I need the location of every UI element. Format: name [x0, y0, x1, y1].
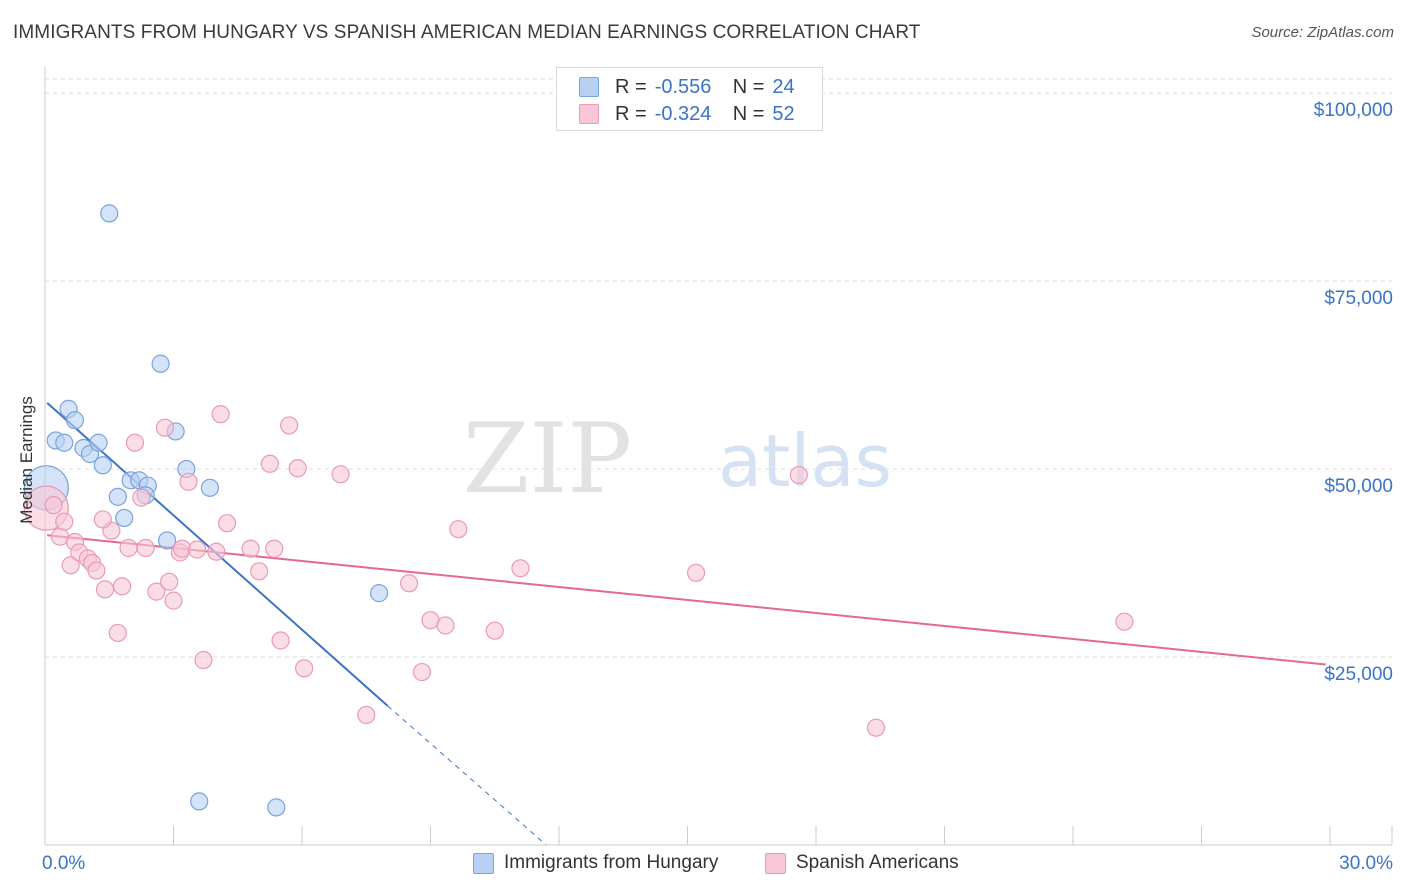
point-spanish — [412, 662, 432, 682]
watermark-atlas: atlas — [718, 419, 892, 503]
point-spanish — [789, 465, 808, 485]
trend-line-spanish — [47, 534, 1326, 666]
legend-row-spanish: R = -0.324 N = 52 — [579, 102, 795, 126]
point-spanish — [55, 512, 74, 531]
point-spanish — [436, 616, 455, 635]
y-tick-label: $100,000 — [1314, 100, 1393, 121]
point-spanish — [211, 405, 230, 424]
y-axis-label: Median Earnings — [17, 396, 36, 524]
legend-swatch-hungary — [579, 77, 599, 97]
y-tick-label: $25,000 — [1324, 664, 1393, 685]
point-spanish — [331, 465, 350, 484]
point-spanish — [155, 418, 175, 437]
point-spanish — [44, 496, 63, 515]
point-hungary — [55, 433, 74, 452]
point-hungary — [151, 354, 170, 373]
trend-extension-hungary — [387, 705, 547, 846]
grid-lines — [45, 78, 1392, 658]
series-label-hungary: Immigrants from Hungary — [504, 852, 719, 873]
watermark-zip: ZIP — [463, 403, 632, 515]
point-spanish — [357, 705, 376, 725]
point-spanish — [288, 459, 307, 478]
chart-title: IMMIGRANTS FROM HUNGARY VS SPANISH AMERI… — [13, 22, 921, 43]
point-hungary — [157, 531, 177, 550]
point-spanish — [108, 623, 127, 643]
point-spanish — [250, 562, 269, 581]
point-hungary — [93, 456, 112, 475]
legend-row-hungary: R = -0.556 N = 24 — [579, 75, 795, 99]
source-label: Source: ZipAtlas.com — [1251, 24, 1394, 41]
series-swatch-hungary — [473, 852, 494, 874]
legend-swatch-spanish — [579, 104, 599, 124]
series-legend-hungary[interactable]: Immigrants from Hungary — [473, 852, 718, 874]
point-spanish — [271, 631, 290, 650]
point-hungary — [100, 204, 119, 223]
point-spanish — [280, 416, 299, 435]
legend-r-value-hungary: -0.556 — [654, 75, 712, 98]
y-tick-label: $75,000 — [1324, 288, 1393, 309]
legend-r-label: R = — [615, 102, 647, 125]
series-legend-spanish[interactable]: Spanish Americans — [765, 852, 959, 874]
point-spanish — [485, 621, 504, 640]
legend-r-label: R = — [615, 75, 647, 98]
legend-n-label: N = — [732, 75, 765, 98]
legend-n-value-hungary: 24 — [772, 75, 795, 98]
point-spanish — [125, 433, 145, 452]
legend-n-label: N = — [732, 102, 765, 125]
point-spanish — [686, 563, 706, 582]
point-hungary — [370, 584, 389, 603]
point-spanish — [260, 454, 279, 473]
point-spanish — [119, 538, 138, 558]
correlation-legend: R = -0.556 N = 24 R = -0.324 N = 52 — [556, 67, 823, 131]
x-tick-label-right: 30.0% — [1339, 853, 1393, 874]
point-spanish — [187, 540, 207, 559]
axes — [44, 67, 1393, 846]
point-spanish — [241, 539, 260, 558]
point-spanish — [265, 539, 284, 558]
series-label-spanish: Spanish Americans — [796, 852, 959, 873]
point-spanish — [217, 514, 237, 533]
point-hungary — [89, 433, 108, 452]
tick-labels: $25,000 $50,000 $75,000 $100,000 0.0% 30.0% — [42, 100, 1393, 874]
point-spanish — [1115, 612, 1134, 631]
point-spanish — [132, 488, 151, 507]
point-spanish — [449, 520, 468, 539]
point-spanish — [160, 572, 179, 591]
data-points — [23, 204, 1134, 817]
point-spanish — [164, 591, 183, 610]
point-spanish — [399, 574, 419, 593]
point-spanish — [147, 582, 166, 601]
point-hungary — [200, 478, 220, 497]
y-tick-label: $50,000 — [1324, 476, 1393, 497]
point-hungary — [108, 487, 127, 506]
point-spanish — [112, 577, 132, 596]
point-spanish — [207, 542, 226, 561]
point-spanish — [61, 556, 80, 575]
point-spanish — [295, 659, 314, 678]
point-hungary — [267, 798, 286, 817]
point-spanish — [866, 718, 886, 737]
point-hungary — [65, 411, 85, 430]
watermark: ZIP atlas — [463, 403, 892, 515]
point-spanish — [95, 580, 115, 599]
series-swatch-spanish — [765, 852, 786, 874]
point-spanish — [194, 650, 213, 670]
point-hungary — [115, 508, 134, 528]
point-spanish — [511, 559, 530, 578]
legend-n-value-spanish: 52 — [772, 102, 795, 125]
point-spanish — [136, 538, 155, 558]
point-hungary — [190, 792, 209, 811]
point-spanish — [179, 472, 198, 491]
legend-r-value-spanish: -0.324 — [654, 102, 712, 125]
x-tick-label-left: 0.0% — [42, 853, 85, 874]
point-spanish — [93, 510, 112, 529]
point-spanish — [87, 561, 106, 580]
